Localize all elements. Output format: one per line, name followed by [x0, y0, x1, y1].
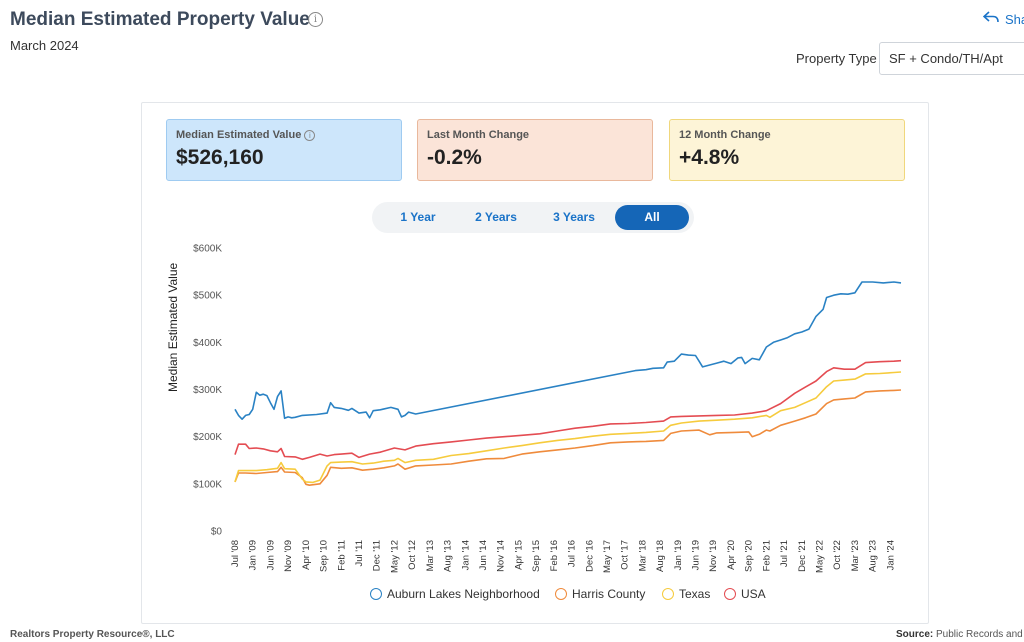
footer-copyright: Realtors Property Resource®, LLC — [10, 629, 175, 640]
card-value: +4.8% — [679, 146, 740, 169]
y-tick-label: $0 — [211, 527, 223, 538]
x-tick-label: Sep '10 — [319, 540, 330, 572]
legend-item[interactable]: Texas — [662, 587, 710, 601]
y-tick-label: $200K — [193, 432, 222, 443]
x-tick-label: Apr '20 — [726, 540, 737, 570]
x-tick-label: Mar '18 — [637, 540, 648, 571]
x-tick-label: Mar '13 — [425, 540, 436, 571]
x-tick-label: Jul '08 — [230, 540, 241, 567]
legend-item[interactable]: Harris County — [555, 587, 645, 601]
series-line-harris-county[interactable] — [234, 389, 902, 486]
card-label: Median Estimated Value i — [176, 129, 392, 141]
share-icon — [982, 11, 999, 27]
y-tick-label: $300K — [193, 385, 222, 396]
tab-1-year[interactable]: 1 Year — [400, 210, 436, 224]
legend-item[interactable]: Auburn Lakes Neighborhood — [370, 587, 540, 601]
x-tick-label: Aug '23 — [868, 540, 879, 572]
x-tick-label: Jun '14 — [478, 540, 489, 570]
median-value-card: Median Estimated Value i $526,160 — [166, 119, 402, 181]
share-label: Sha — [1005, 12, 1024, 27]
page-subtitle: March 2024 — [10, 38, 79, 53]
x-tick-label: Oct '12 — [407, 540, 418, 570]
legend-swatch — [724, 588, 736, 600]
card-label: 12 Month Change — [679, 129, 771, 141]
x-tick-label: Nov '19 — [708, 540, 719, 572]
x-tick-label: Aug '13 — [443, 540, 454, 572]
x-tick-label: Jun '19 — [691, 540, 702, 570]
footer-source: Source: Public Records and — [896, 629, 1023, 640]
info-icon[interactable]: i — [304, 130, 316, 141]
time-range-tabs: 1 Year 2 Years 3 Years All — [372, 202, 694, 233]
x-tick-label: Jan '19 — [673, 540, 684, 570]
tab-3-years[interactable]: 3 Years — [553, 210, 595, 224]
property-type-label: Property Type — [796, 51, 877, 66]
share-button[interactable]: Sha — [982, 11, 1024, 27]
tab-all[interactable]: All — [615, 205, 689, 230]
legend-label: USA — [741, 587, 766, 601]
x-tick-label: Jan '09 — [248, 540, 259, 570]
x-tick-label: Jan '24 — [885, 540, 896, 570]
legend-swatch — [662, 588, 674, 600]
x-tick-label: Jul '11 — [354, 540, 365, 566]
x-tick-label: Dec '16 — [584, 540, 595, 572]
x-tick-label: Jun '09 — [265, 540, 276, 570]
series-line-texas[interactable] — [234, 371, 902, 484]
x-tick-label: Mar '23 — [850, 540, 861, 571]
y-tick-label: $100K — [193, 479, 222, 490]
x-tick-label: Feb '16 — [549, 540, 560, 571]
legend-label: Auburn Lakes Neighborhood — [387, 587, 540, 601]
series-line-usa[interactable] — [234, 359, 902, 461]
x-tick-label: Apr '10 — [301, 540, 312, 570]
last-month-change-card: Last Month Change -0.2% — [417, 119, 653, 181]
x-tick-label: May '12 — [389, 540, 400, 573]
x-tick-label: Apr '15 — [513, 540, 524, 570]
legend-label: Texas — [679, 587, 711, 601]
legend-swatch — [370, 588, 382, 600]
legend-swatch — [555, 588, 567, 600]
x-tick-label: Sep '15 — [531, 540, 542, 572]
x-tick-label: Jul '21 — [779, 540, 790, 567]
chart-panel — [141, 102, 929, 624]
legend-label: Harris County — [572, 587, 646, 601]
x-tick-label: May '17 — [602, 540, 613, 573]
x-tick-label: Nov '09 — [283, 540, 294, 572]
property-type-select[interactable]: SF + Condo/TH/Apt — [879, 42, 1024, 75]
card-value: $526,160 — [176, 146, 264, 169]
x-tick-label: Sep '20 — [744, 540, 755, 572]
x-tick-label: Nov '14 — [496, 540, 507, 572]
x-tick-label: Dec '11 — [372, 540, 383, 571]
info-icon[interactable]: i — [308, 12, 323, 27]
legend-item[interactable]: USA — [724, 587, 766, 601]
card-label: Last Month Change — [427, 129, 530, 141]
page-title: Median Estimated Property Value — [10, 9, 310, 30]
twelve-month-change-card: 12 Month Change +4.8% — [669, 119, 905, 181]
tab-2-years[interactable]: 2 Years — [475, 210, 517, 224]
card-value: -0.2% — [427, 146, 482, 169]
x-tick-label: Feb '21 — [761, 540, 772, 571]
y-tick-label: $400K — [193, 338, 222, 349]
x-tick-label: Dec '21 — [797, 540, 808, 572]
x-tick-label: Aug '18 — [655, 540, 666, 572]
x-tick-label: Feb '11 — [336, 540, 347, 571]
x-tick-label: Oct '22 — [832, 540, 843, 570]
x-tick-label: Jul '16 — [567, 540, 578, 567]
x-tick-label: May '22 — [815, 540, 826, 573]
y-tick-label: $500K — [193, 291, 222, 302]
y-tick-label: $600K — [193, 244, 222, 255]
x-tick-label: Oct '17 — [620, 540, 631, 570]
x-tick-label: Jan '14 — [460, 540, 471, 570]
series-line-auburn-lakes-neighborhood[interactable] — [234, 281, 902, 420]
